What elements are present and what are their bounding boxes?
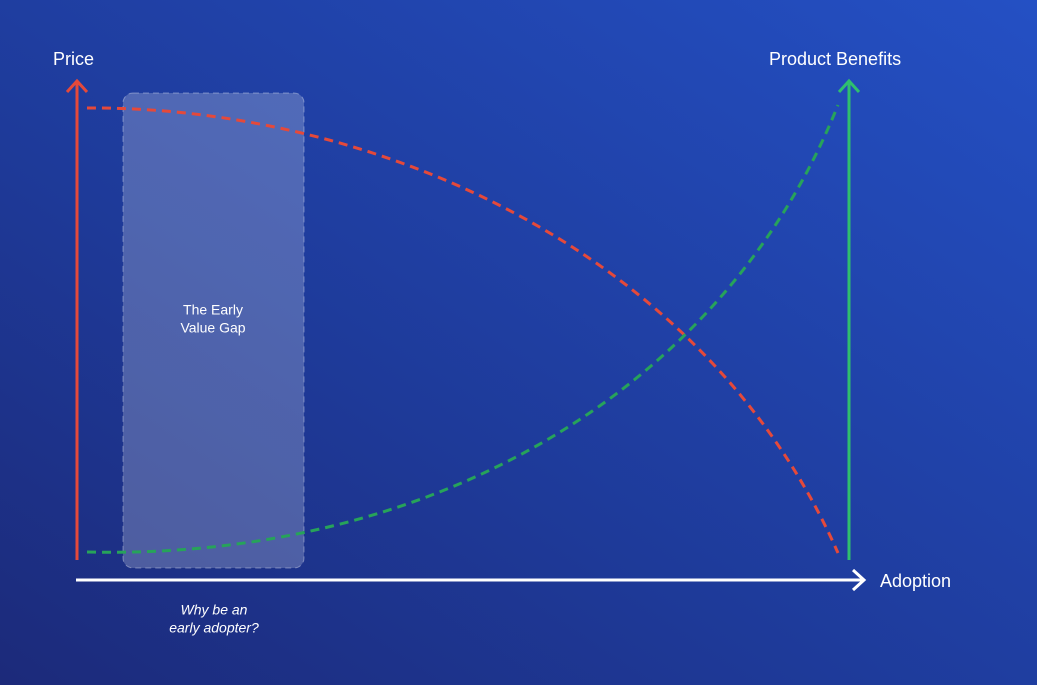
caption: Why be an — [181, 602, 248, 618]
gap-label: Value Gap — [180, 320, 245, 336]
caption: early adopter? — [169, 620, 259, 636]
gap-label: The Early — [183, 302, 243, 318]
axis-label: Price — [53, 49, 94, 69]
adoption-axis — [76, 568, 867, 592]
value-gap-box — [122, 92, 305, 569]
benefits-curve — [86, 104, 840, 554]
price-curve — [86, 106, 840, 554]
axis-label: Adoption — [880, 571, 951, 591]
price-axis — [65, 78, 89, 560]
axis-label: Product Benefits — [769, 49, 901, 69]
benefits-axis — [837, 78, 861, 560]
